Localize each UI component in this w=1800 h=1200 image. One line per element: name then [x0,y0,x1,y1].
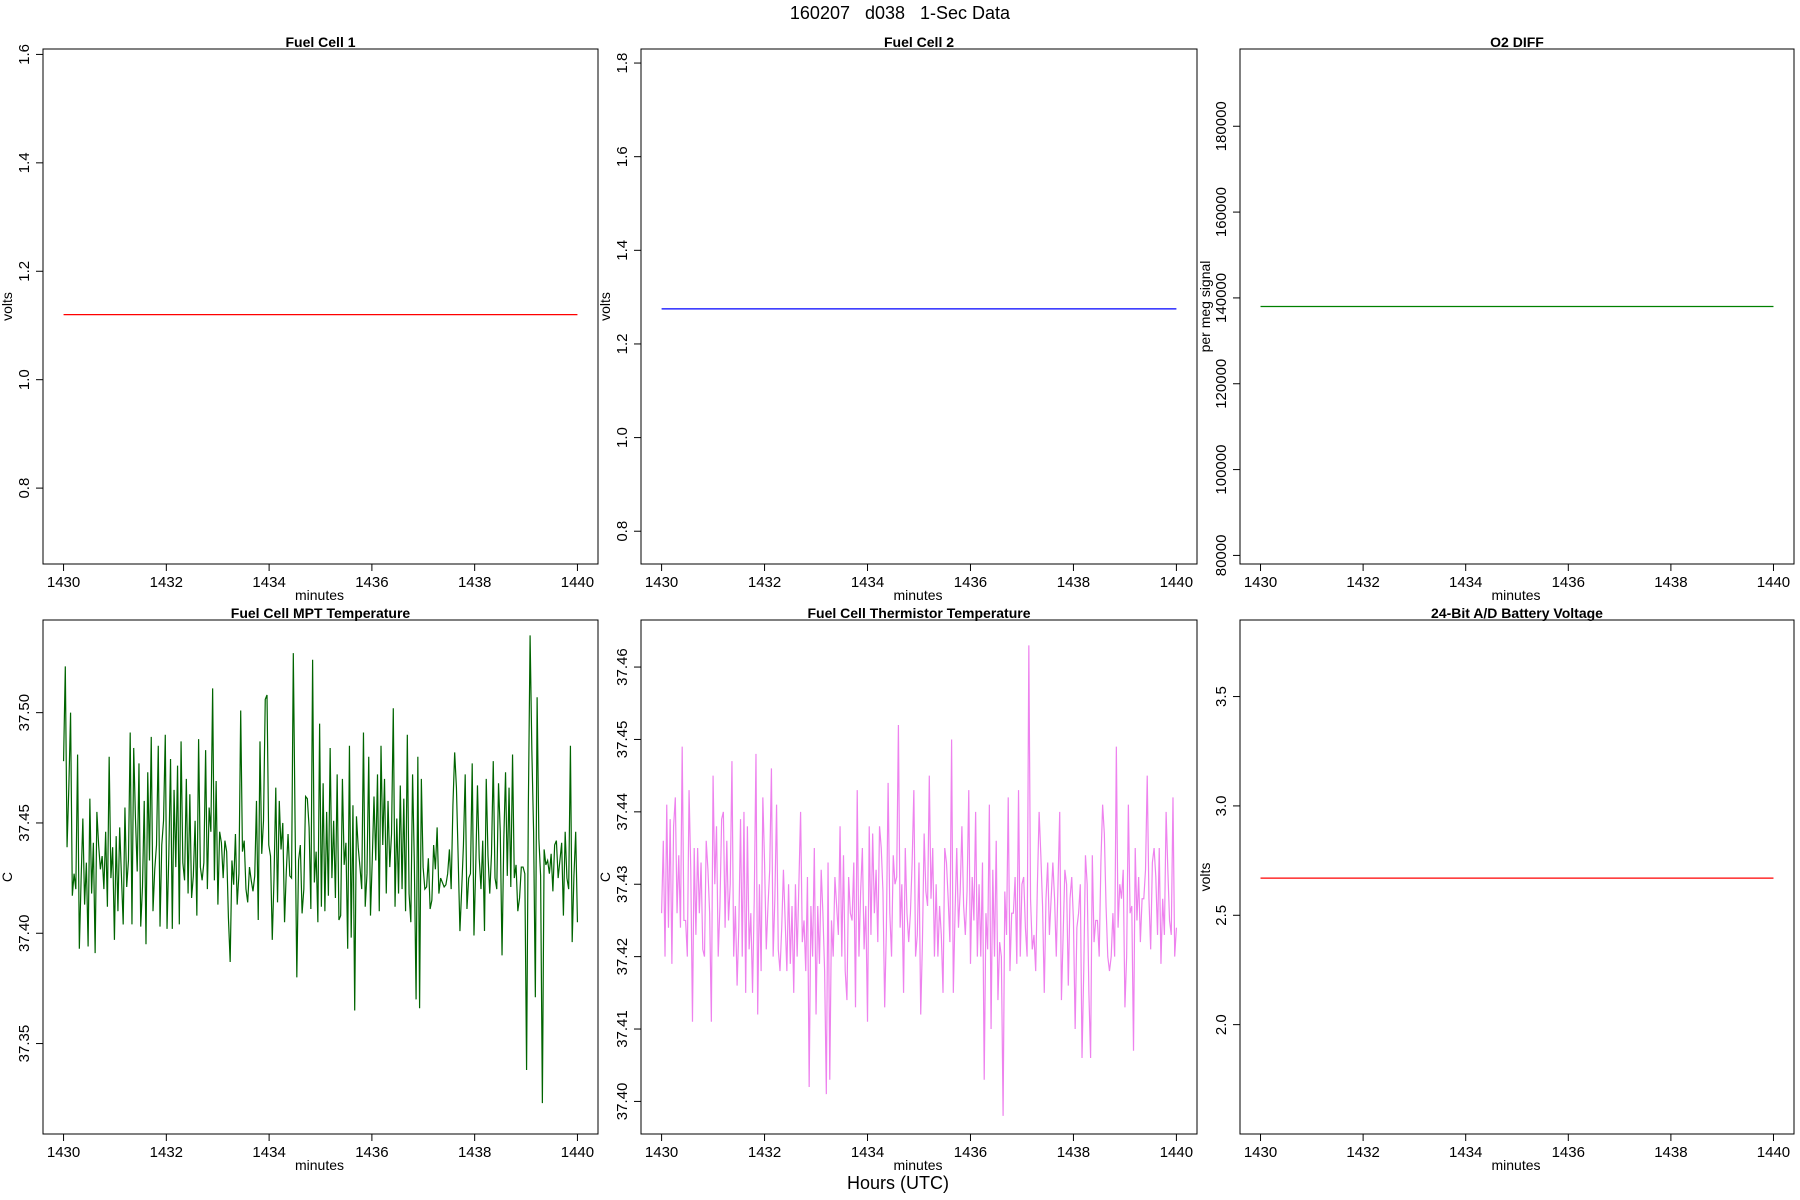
y-tick-label: 3.0 [1213,795,1230,816]
y-axis-label: volts [597,292,613,321]
outer-xlabel: Hours (UTC) [847,1173,949,1193]
x-tick-label: 1434 [851,574,884,591]
x-tick-label: 1430 [47,1144,80,1161]
y-tick-label: 37.35 [16,1025,33,1063]
y-tick-label: 1.4 [614,240,631,261]
panel-title: Fuel Cell Thermistor Temperature [807,605,1030,621]
x-tick-label: 1434 [851,1144,884,1161]
panel-title: Fuel Cell MPT Temperature [231,605,411,621]
y-tick-label: 160000 [1213,187,1230,237]
x-tick-label: 1440 [1160,1144,1193,1161]
y-tick-label: 1.2 [614,334,631,355]
x-tick-label: 1440 [1160,574,1193,591]
x-tick-label: 1438 [1654,1144,1687,1161]
y-tick-label: 37.43 [614,865,631,903]
y-axis-label: volts [1197,863,1213,892]
x-tick-label: 1434 [1449,574,1482,591]
panel-5: Fuel Cell Thermistor Temperature 1430 1432… [597,605,1198,1173]
x-tick-label: 1430 [1244,1144,1277,1161]
y-axis-label: C [0,872,15,882]
x-tick-label: 1434 [1449,1144,1482,1161]
x-tick-label: 1432 [748,574,781,591]
x-axis-label: minutes [893,1157,942,1173]
figure-title: 160207 d038 1-Sec Data [790,3,1011,23]
x-tick-label: 1432 [748,1144,781,1161]
x-tick-label: 1438 [458,574,491,591]
x-tick-label: 1436 [355,1144,388,1161]
y-tick-label: 37.42 [614,938,631,976]
y-tick-label: 37.40 [614,1083,631,1121]
x-tick-label: 1430 [47,574,80,591]
panels: Fuel Cell 1 1430 1432 1434 1436 1438 1440 minut… [0,34,1795,1173]
y-axis-label: per meg signal [1197,261,1213,353]
y-tick-label: 1.6 [16,44,33,65]
y-tick-label: 1.6 [614,146,631,167]
y-tick-label: 37.44 [614,793,631,831]
y-tick-label: 1.0 [16,369,33,390]
x-tick-label: 1432 [1346,574,1379,591]
y-tick-label: 37.50 [16,694,33,732]
x-tick-label: 1440 [1757,1144,1790,1161]
x-tick-label: 1438 [1057,574,1090,591]
x-tick-label: 1440 [561,1144,594,1161]
x-tick-label: 1432 [150,574,183,591]
x-tick-label: 1430 [645,1144,678,1161]
x-tick-label: 1430 [645,574,678,591]
series-line [62,635,579,1104]
panel-title: O2 DIFF [1490,34,1544,50]
x-tick-label: 1436 [954,1144,987,1161]
panel-6: 24-Bit A/D Battery Voltage 1430 1432 1434 14… [1197,605,1795,1173]
y-tick-label: 37.45 [16,804,33,842]
y-tick-label: 80000 [1213,535,1230,577]
x-tick-label: 1438 [458,1144,491,1161]
x-tick-label: 1432 [1346,1144,1379,1161]
x-tick-label: 1434 [252,574,285,591]
x-tick-label: 1434 [252,1144,285,1161]
y-tick-label: 37.41 [614,1010,631,1048]
y-tick-label: 0.8 [16,478,33,499]
panel-4: Fuel Cell MPT Temperature 1430 1432 1434 143… [0,605,599,1173]
y-tick-label: 1.0 [614,427,631,448]
x-axis-label: minutes [1491,587,1540,603]
x-axis-label: minutes [893,587,942,603]
y-axis-label: volts [0,292,15,321]
x-tick-label: 1436 [1552,574,1585,591]
x-tick-label: 1432 [150,1144,183,1161]
y-tick-label: 2.0 [1213,1014,1230,1035]
x-axis-label: minutes [295,587,344,603]
y-tick-label: 100000 [1213,445,1230,495]
x-tick-label: 1430 [1244,574,1277,591]
series-line [660,645,1178,1116]
y-tick-label: 37.46 [614,648,631,686]
y-tick-label: 120000 [1213,359,1230,409]
y-tick-label: 37.45 [614,721,631,759]
x-tick-label: 1438 [1057,1144,1090,1161]
x-axis-label: minutes [295,1157,344,1173]
panel-1: Fuel Cell 1 1430 1432 1434 1436 1438 1440 minut… [0,34,599,603]
x-tick-label: 1436 [355,574,388,591]
panel-title: 24-Bit A/D Battery Voltage [1431,605,1603,621]
y-tick-label: 0.8 [614,521,631,542]
panel-3: O2 DIFF 1430 1432 1434 1436 1438 1440 minutes 80… [1197,34,1795,603]
y-tick-label: 140000 [1213,273,1230,323]
x-tick-label: 1440 [1757,574,1790,591]
y-tick-label: 3.5 [1213,686,1230,707]
x-tick-label: 1440 [561,574,594,591]
x-tick-label: 1436 [1552,1144,1585,1161]
y-axis-label: C [597,872,613,882]
panel-title: Fuel Cell 1 [285,34,355,50]
panel-title: Fuel Cell 2 [884,34,954,50]
x-tick-label: 1438 [1654,574,1687,591]
y-tick-label: 1.2 [16,261,33,282]
y-tick-label: 180000 [1213,101,1230,151]
y-tick-label: 1.4 [16,152,33,173]
panel-2: Fuel Cell 2 1430 1432 1434 1436 1438 1440 minut… [597,34,1198,603]
x-tick-label: 1436 [954,574,987,591]
y-tick-label: 1.8 [614,53,631,74]
y-tick-label: 37.40 [16,914,33,952]
x-axis-label: minutes [1491,1157,1540,1173]
y-tick-label: 2.5 [1213,905,1230,926]
